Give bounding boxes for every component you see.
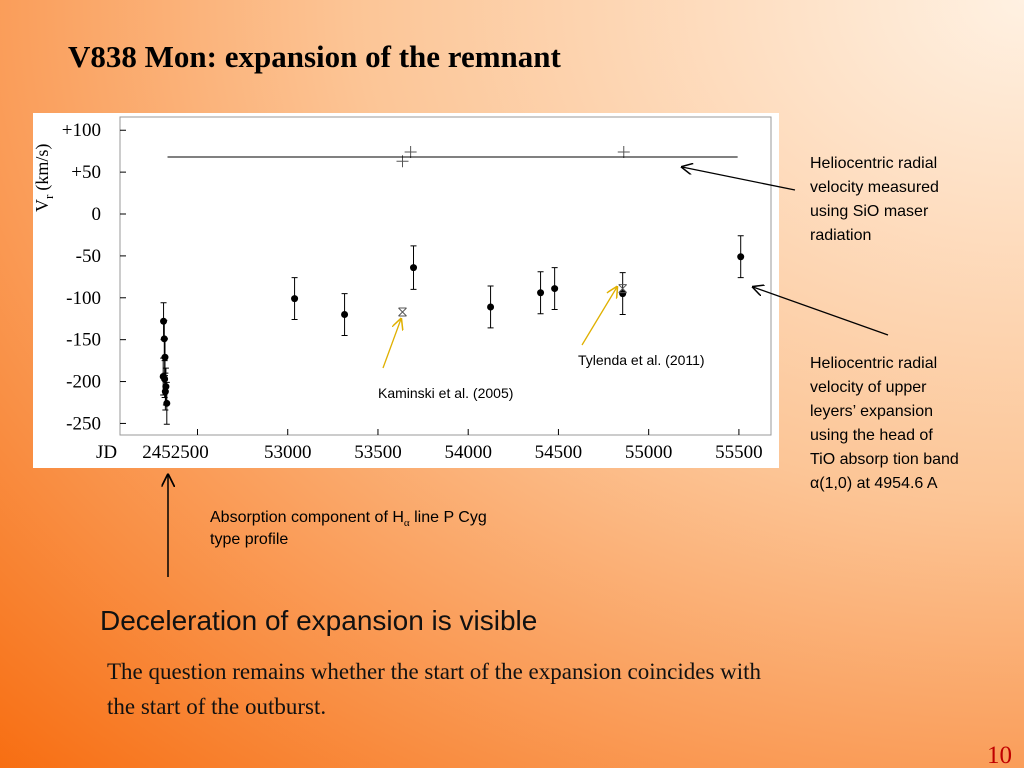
x-tick-label: 53000 [264,442,312,463]
x-tick-label: 54000 [444,442,492,463]
data-point [161,375,169,383]
paragraph-line: The question remains whether the start o… [107,659,762,684]
y-axis-label-main: V [32,199,52,212]
y-tick-label: -200 [66,372,101,393]
data-point [404,146,417,159]
data-point [161,353,169,361]
x-tick-label: 55000 [625,442,673,463]
annotation: Tylenda et al. (2011) [578,352,705,368]
plot: +100 +50 0 -50 -100 -150 -200 -250 2452500 53000 5… [32,120,763,463]
x-tick-label: 55500 [715,442,763,463]
x-axis-label: JD [96,442,117,463]
annotation: using the head of [810,427,933,444]
annotation: α(1,0) at 4954.6 A [810,475,938,492]
annotation-text: line P Cyg [410,509,487,526]
y-axis-label-sub: r [41,194,56,199]
y-tick-label: -50 [76,246,101,267]
x-tick-label: 2452500 [142,442,209,463]
annotation: Absorption component of Hα line P Cyg [210,509,487,529]
annotation: TiO absorp tion band [810,451,959,468]
y-axis-label-unit: (km/s) [32,144,53,191]
arrow [682,167,796,191]
y-tick-label: -150 [66,330,101,351]
data-point [341,311,349,319]
arrow [753,287,889,336]
y-tick-label: 0 [92,204,102,225]
data-point [617,146,630,159]
data-point [398,307,407,317]
data-point [291,295,299,303]
data-point [163,399,171,407]
annotation: type profile [210,531,288,548]
data-point [487,303,495,311]
data-point [410,264,418,272]
data-point [619,290,627,298]
annotation-text: Absorption component of H [210,509,404,526]
data-point [161,388,169,396]
arrow [382,319,401,369]
data-point [551,285,559,293]
annotation: Kaminski et al. (2005) [378,385,513,401]
annotation: radiation [810,227,871,244]
y-tick-label: -250 [66,413,101,434]
annotation: using SiO maser [810,203,929,220]
paragraph-line: the start of the outburst. [107,694,326,719]
annotation: Heliocentric radial [810,355,937,372]
page-number: 10 [987,742,1012,768]
heading: Deceleration of expansion is visible [100,605,537,636]
data-point [737,253,745,261]
annotation: Heliocentric radial [810,155,937,172]
arrow [581,287,617,346]
slide-title: V838 Mon: expansion of the remnant [68,39,562,74]
chart-area [33,113,779,468]
x-tick-label: 54500 [535,442,583,463]
y-tick-label: +50 [71,162,101,183]
annotation-sub: α [404,517,410,529]
y-axis-label: Vr (km/s) [32,144,56,212]
y-tick-label: +100 [62,120,101,141]
data-point [618,284,628,294]
annotation: velocity of upper [810,379,927,396]
annotation: leyers’ expansion [810,403,933,420]
data-point [537,289,545,297]
data-point [160,317,168,325]
x-tick-label: 53500 [354,442,402,463]
plot-frame [119,116,772,436]
annotations: Heliocentric radial velocity measured usin… [210,155,959,548]
annotation: velocity measured [810,179,939,196]
y-tick-label: -100 [66,288,101,309]
